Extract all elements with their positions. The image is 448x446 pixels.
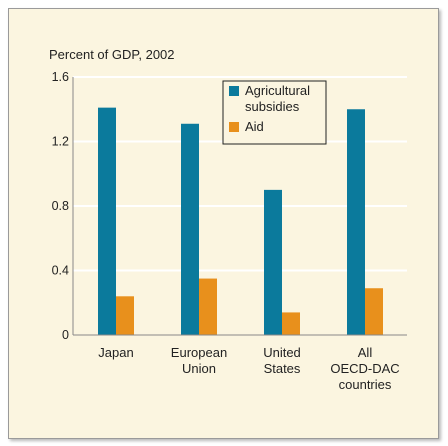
bar-agricultural-subsidies <box>181 123 199 335</box>
bar-agricultural-subsidies <box>264 189 282 335</box>
legend-label: Aid <box>245 119 264 134</box>
bar-agricultural-subsidies <box>98 107 116 335</box>
bar-aid <box>199 278 217 335</box>
x-tick-labels: Japan European Union United States All OECD-DA… <box>98 345 399 392</box>
bar-aid <box>282 312 300 335</box>
y-tick-label: 1.6 <box>52 70 69 84</box>
bar-agricultural-subsidies <box>347 109 365 335</box>
x-tick-label: United States <box>263 345 301 376</box>
y-tick-label: 0.4 <box>52 264 69 278</box>
legend-box <box>222 80 327 145</box>
y-tick-labels: 0 0.4 0.8 1.2 1.6 <box>52 70 69 342</box>
y-tick-label: 0.8 <box>52 199 69 213</box>
chart-frame: Percent of GDP, 2002 0 0.4 0.8 1.2 1.6 Japan… <box>8 8 439 439</box>
x-tick-label: All OECD-DAC countries <box>330 345 399 392</box>
bar-aid <box>365 288 383 335</box>
x-tick-label: European Union <box>171 345 227 376</box>
y-axis-label: Percent of GDP, 2002 <box>49 47 175 62</box>
legend-swatch-agricultural-subsidies <box>229 86 239 96</box>
legend-label: Agricultural <box>245 83 310 98</box>
y-tick-label: 1.2 <box>52 135 69 149</box>
legend-swatch-aid <box>229 122 239 132</box>
x-tick-label: Japan <box>98 345 133 360</box>
y-tick-label: 0 <box>62 328 69 342</box>
legend-label: subsidies <box>245 99 300 114</box>
bar-aid <box>116 296 134 335</box>
bar-chart: Percent of GDP, 2002 0 0.4 0.8 1.2 1.6 Japan… <box>49 47 407 392</box>
bars <box>98 107 383 335</box>
axes <box>72 77 407 336</box>
